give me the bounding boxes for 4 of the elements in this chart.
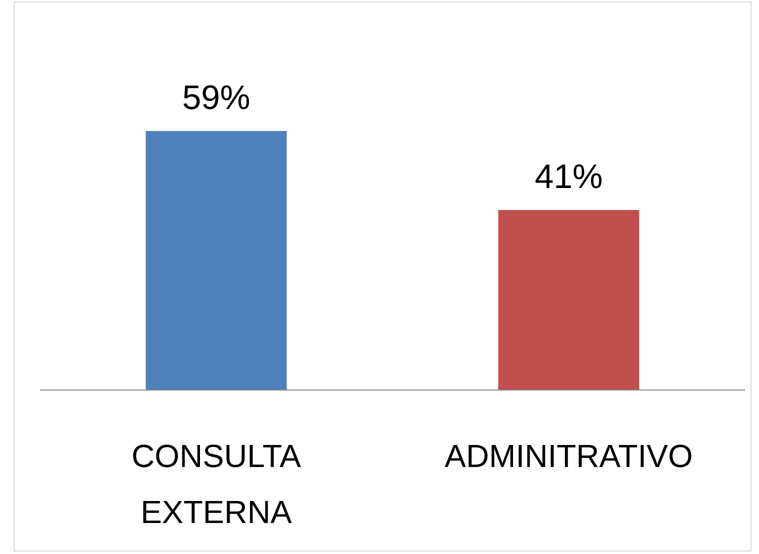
x-tick-label: ADMINITRATIVO [444,438,693,474]
data-label: 41% [534,158,603,196]
x-tick-label: CONSULTA EXTERNA [132,438,302,530]
data-label: 59% [182,79,250,117]
